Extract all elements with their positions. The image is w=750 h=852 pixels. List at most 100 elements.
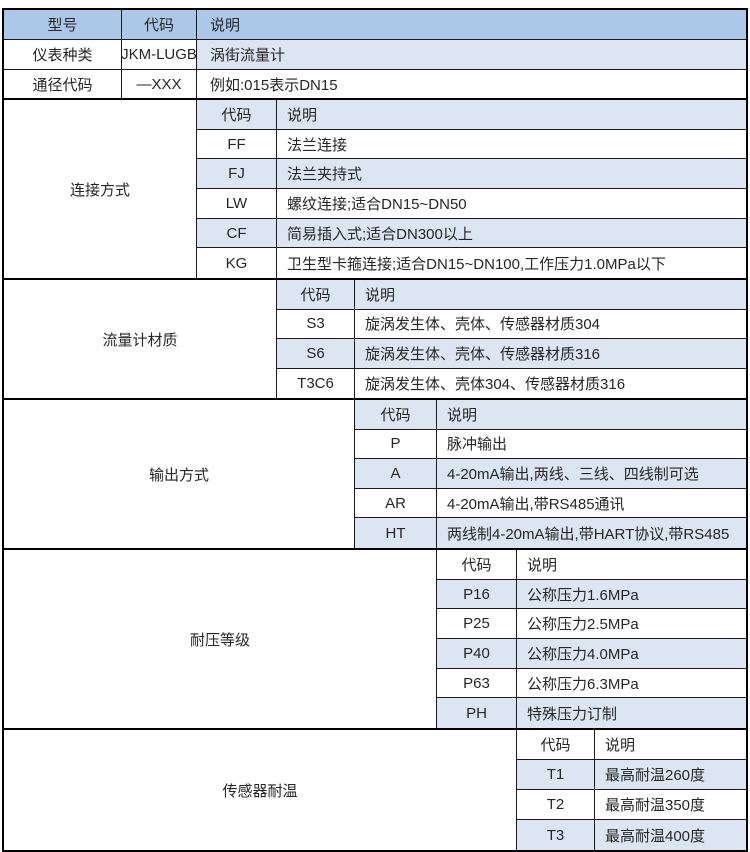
- code-cell: S6: [277, 339, 355, 368]
- subheader-code: 代码: [197, 100, 277, 129]
- nested-table: 代码 说明 FF 法兰连接 FJ 法兰夹持式 LW 螺纹连接;适合DN15~DN…: [197, 100, 746, 279]
- desc-cell: 简易插入式;适合DN300以上: [287, 225, 473, 243]
- code-cell: P25: [437, 609, 517, 639]
- desc-cell: 卫生型卡箍连接;适合DN15~DN100,工作压力1.0MPa以下: [287, 255, 666, 273]
- desc-cell: 法兰连接: [287, 136, 348, 154]
- code-cell: T3C6: [277, 368, 355, 398]
- nested-subheader-row: 代码 说明: [277, 280, 746, 310]
- desc-cell: 脉冲输出: [447, 436, 508, 454]
- code-cell: S3: [277, 309, 355, 338]
- code-cell: T3: [517, 820, 595, 850]
- section-label: 流量计材质: [4, 280, 277, 398]
- row-diameter-code: 通径代码 —XXX 例如:015表示DN15: [4, 70, 746, 100]
- code-cell: P40: [437, 639, 517, 668]
- desc-cell: 公称压力4.0MPa: [527, 645, 639, 663]
- row-label: 仪表种类: [4, 40, 122, 69]
- code-cell: KG: [197, 248, 277, 279]
- nested-row: T3C6 旋涡发生体、壳体304、传感器材质316: [277, 368, 746, 398]
- section-sensor-temperature: 传感器耐温 代码 说明 T1 最高耐温260度 T2 最高耐温350度 T3 最…: [4, 730, 746, 850]
- desc-cell: 例如:015表示DN15: [210, 76, 338, 94]
- col-header-model: 型号: [4, 10, 122, 39]
- nested-row: AR 4-20mA输出,带RS485通讯: [355, 488, 746, 519]
- nested-table: 代码 说明 P16 公称压力1.6MPa P25 公称压力2.5MPa P40 …: [437, 550, 746, 729]
- row-instrument-type: 仪表种类 JKM-LUGB 涡街流量计: [4, 40, 746, 70]
- table-header-row: 型号 代码 说明: [4, 10, 746, 40]
- desc-cell: 涡街流量计: [197, 40, 746, 69]
- nested-table: 代码 说明 T1 最高耐温260度 T2 最高耐温350度 T3 最高耐温400…: [517, 730, 746, 850]
- nested-row: T3 最高耐温400度: [517, 820, 746, 850]
- desc-cell: 旋涡发生体、壳体、传感器材质316: [365, 345, 601, 363]
- desc-cell: 法兰夹持式: [287, 166, 363, 184]
- subheader-code: 代码: [437, 550, 517, 579]
- code-cell: HT: [355, 518, 437, 549]
- desc-cell: 4-20mA输出,带RS485通讯: [447, 495, 625, 513]
- nested-row: S3 旋涡发生体、壳体、传感器材质304: [277, 309, 746, 339]
- nested-subheader-row: 代码 说明: [197, 100, 746, 130]
- code-cell: P16: [437, 579, 517, 609]
- nested-row: P63 公称压力6.3MPa: [437, 668, 746, 699]
- section-label: 输出方式: [4, 400, 355, 548]
- desc-cell: 最高耐温260度: [605, 767, 706, 784]
- desc-cell: 旋涡发生体、壳体、传感器材质304: [365, 316, 601, 334]
- model-selection-table: 型号 代码 说明 仪表种类 JKM-LUGB 涡街流量计 通径代码 —XXX 例…: [2, 8, 748, 852]
- code-cell: PH: [437, 698, 517, 729]
- section-label: 连接方式: [4, 100, 197, 278]
- code-cell: JKM-LUGB: [122, 40, 197, 69]
- nested-row: HT 两线制4-20mA输出,带HART协议,带RS485: [355, 518, 746, 549]
- section-material: 流量计材质 代码 说明 S3 旋涡发生体、壳体、传感器材质304 S6 旋涡发生…: [4, 280, 746, 400]
- code-cell: T1: [517, 760, 595, 789]
- subheader-code: 代码: [517, 730, 595, 759]
- nested-subheader-row: 代码 说明: [517, 730, 746, 760]
- nested-row: P16 公称压力1.6MPa: [437, 579, 746, 610]
- desc-cell: 最高耐温350度: [605, 797, 706, 814]
- nested-row: KG 卫生型卡箍连接;适合DN15~DN100,工作压力1.0MPa以下: [197, 248, 746, 279]
- subheader-desc: 说明: [527, 556, 558, 574]
- desc-cell: 特殊压力订制: [527, 705, 618, 723]
- desc-cell: 最高耐温400度: [605, 827, 706, 845]
- section-pressure-rating: 耐压等级 代码 说明 P16 公称压力1.6MPa P25 公称压力2.5MPa…: [4, 550, 746, 730]
- code-cell: —XXX: [122, 70, 197, 98]
- nested-row: LW 螺纹连接;适合DN15~DN50: [197, 189, 746, 219]
- nested-subheader-row: 代码 说明: [437, 550, 746, 580]
- desc-cell: 公称压力2.5MPa: [527, 616, 639, 634]
- col-header-code: 代码: [122, 10, 197, 39]
- subheader-desc: 说明: [365, 286, 396, 304]
- nested-row: FJ 法兰夹持式: [197, 159, 746, 190]
- section-label: 耐压等级: [4, 550, 437, 728]
- nested-row: P40 公称压力4.0MPa: [437, 639, 746, 669]
- nested-subheader-row: 代码 说明: [355, 400, 746, 430]
- nested-table: 代码 说明 P 脉冲输出 A 4-20mA输出,两线、三线、四线制可选 AR 4…: [355, 400, 746, 549]
- code-cell: AR: [355, 488, 437, 518]
- subheader-desc: 说明: [447, 406, 478, 424]
- nested-row: CF 简易插入式;适合DN300以上: [197, 218, 746, 249]
- code-cell: P63: [437, 668, 517, 698]
- nested-row: T1 最高耐温260度: [517, 760, 746, 790]
- subheader-desc: 说明: [605, 737, 636, 754]
- nested-row: FF 法兰连接: [197, 129, 746, 160]
- code-cell: P: [355, 429, 437, 459]
- section-output-type: 输出方式 代码 说明 P 脉冲输出 A 4-20mA输出,两线、三线、四线制可选…: [4, 400, 746, 550]
- code-cell: LW: [197, 189, 277, 218]
- desc-cell: 公称压力1.6MPa: [527, 586, 639, 604]
- code-cell: T2: [517, 790, 595, 819]
- nested-row: T2 最高耐温350度: [517, 790, 746, 820]
- code-cell: CF: [197, 218, 277, 248]
- col-header-desc: 说明: [210, 17, 241, 34]
- nested-row: A 4-20mA输出,两线、三线、四线制可选: [355, 459, 746, 489]
- nested-table: 代码 说明 S3 旋涡发生体、壳体、传感器材质304 S6 旋涡发生体、壳体、传…: [277, 280, 746, 398]
- desc-cell: 两线制4-20mA输出,带HART协议,带RS485: [447, 525, 730, 543]
- section-label: 传感器耐温: [4, 730, 517, 850]
- code-cell: A: [355, 459, 437, 488]
- section-connection-type: 连接方式 代码 说明 FF 法兰连接 FJ 法兰夹持式 LW 螺纹连接;适合DN…: [4, 100, 746, 280]
- subheader-desc: 说明: [287, 106, 318, 124]
- code-cell: FJ: [197, 159, 277, 189]
- desc-cell: 公称压力6.3MPa: [527, 675, 639, 693]
- code-cell: FF: [197, 129, 277, 159]
- desc-cell: 螺纹连接;适合DN15~DN50: [287, 195, 467, 213]
- nested-row: S6 旋涡发生体、壳体、传感器材质316: [277, 339, 746, 369]
- nested-row: P 脉冲输出: [355, 429, 746, 460]
- subheader-code: 代码: [355, 400, 437, 429]
- subheader-code: 代码: [277, 280, 355, 309]
- desc-cell: 4-20mA输出,两线、三线、四线制可选: [447, 466, 699, 484]
